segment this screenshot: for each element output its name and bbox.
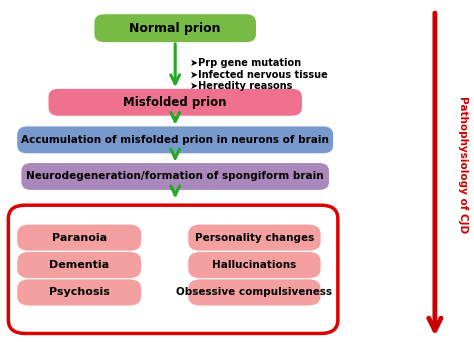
Text: Paranoia: Paranoia	[52, 233, 107, 243]
Text: ➤Infected nervous tissue: ➤Infected nervous tissue	[190, 69, 328, 80]
FancyBboxPatch shape	[17, 251, 142, 279]
FancyBboxPatch shape	[188, 224, 321, 251]
Text: Pathophysiology of CJD: Pathophysiology of CJD	[458, 96, 468, 233]
Text: Hallucinations: Hallucinations	[212, 260, 297, 270]
FancyBboxPatch shape	[48, 88, 302, 116]
FancyBboxPatch shape	[94, 14, 256, 43]
Text: ➤Heredity reasons: ➤Heredity reasons	[190, 81, 292, 91]
Text: Neurodegeneration/formation of spongiform brain: Neurodegeneration/formation of spongifor…	[27, 171, 324, 182]
Text: ➤Prp gene mutation: ➤Prp gene mutation	[190, 58, 301, 68]
FancyBboxPatch shape	[17, 279, 142, 306]
Text: Dementia: Dementia	[49, 260, 109, 270]
Text: Personality changes: Personality changes	[195, 233, 314, 243]
FancyBboxPatch shape	[188, 279, 321, 306]
Text: Accumulation of misfolded prion in neurons of brain: Accumulation of misfolded prion in neuro…	[21, 135, 329, 145]
Text: Psychosis: Psychosis	[49, 287, 109, 298]
FancyBboxPatch shape	[17, 126, 334, 154]
FancyBboxPatch shape	[21, 162, 329, 190]
FancyBboxPatch shape	[188, 251, 321, 279]
FancyBboxPatch shape	[9, 205, 338, 333]
FancyBboxPatch shape	[17, 224, 142, 251]
Text: Misfolded prion: Misfolded prion	[123, 96, 227, 109]
Text: Normal prion: Normal prion	[129, 22, 221, 35]
Text: Obsessive compulsiveness: Obsessive compulsiveness	[176, 287, 332, 298]
